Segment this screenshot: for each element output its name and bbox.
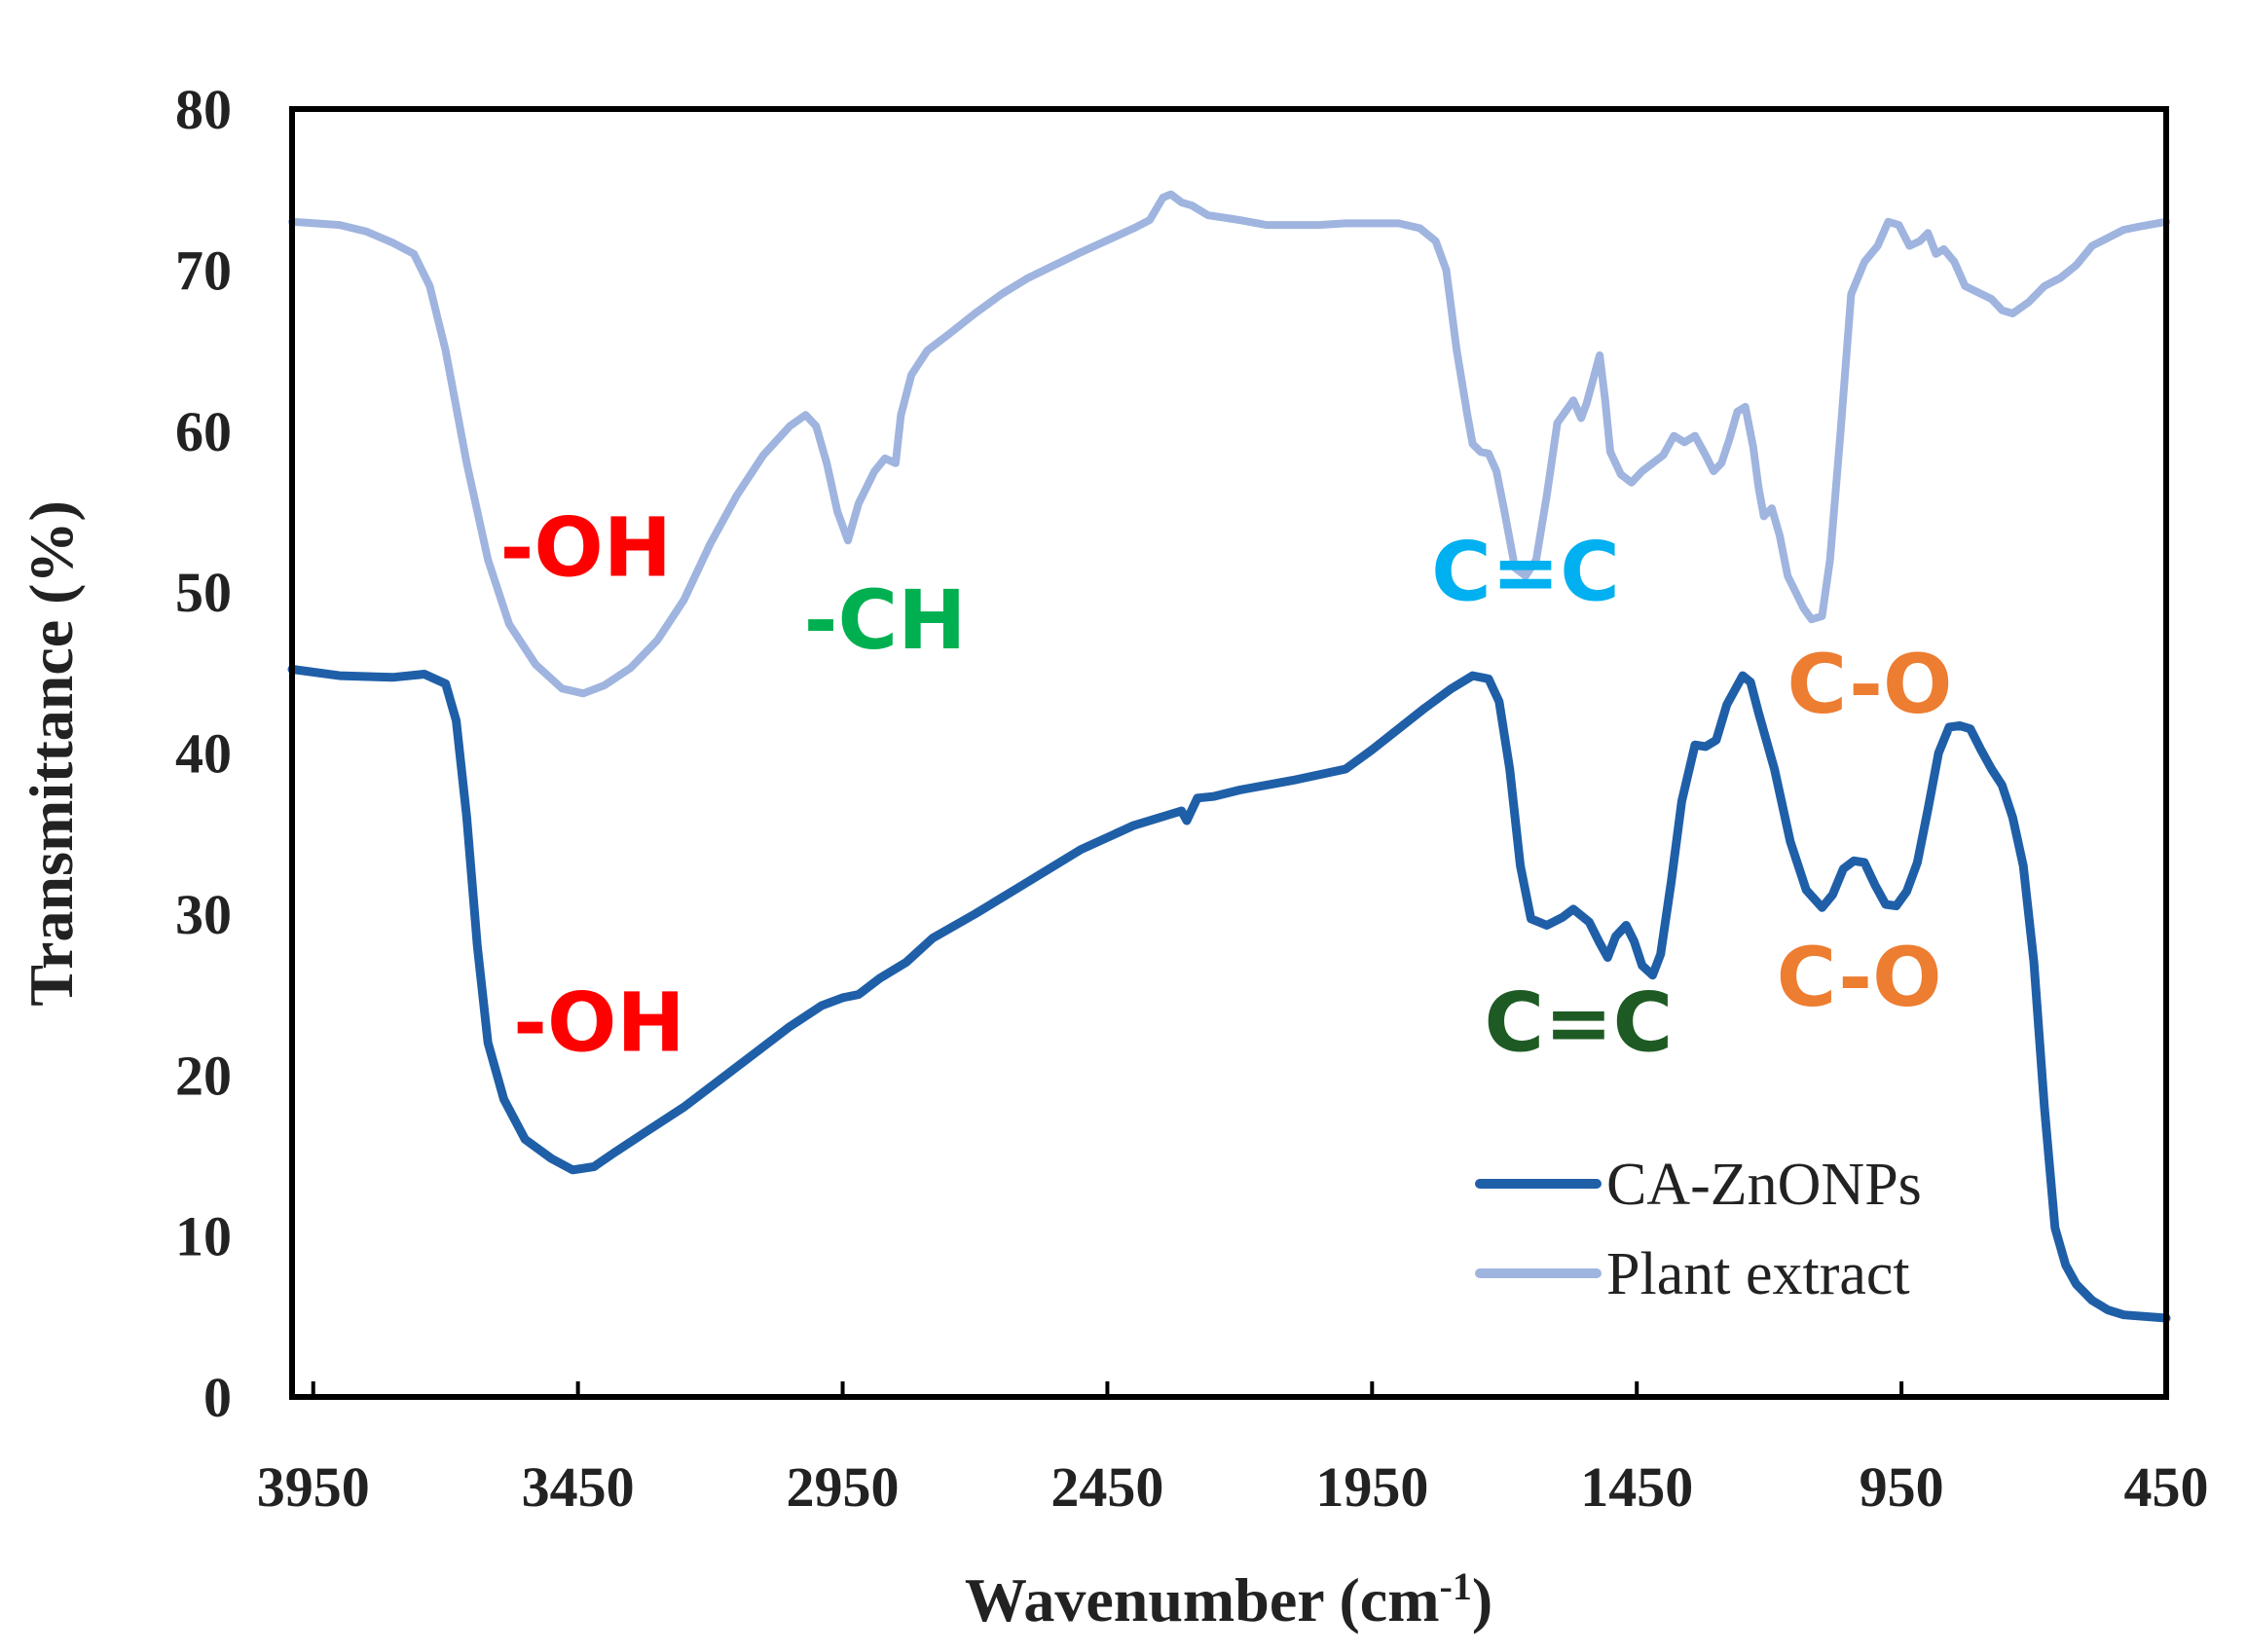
- legend-label-ca-znonps: CA-ZnONPs: [1606, 1152, 1922, 1218]
- x-tick-label-3950: 3950: [257, 1455, 370, 1519]
- x-tick-label-950: 950: [1860, 1455, 1944, 1519]
- annotation-c-o-6: C-O: [1777, 930, 1942, 1025]
- series-line-plant-extract: [288, 190, 2170, 698]
- x-tick-label-2450: 2450: [1050, 1455, 1163, 1519]
- x-axis-title-close: ): [1472, 1565, 1492, 1634]
- series-lines: [287, 190, 2171, 1323]
- x-tick-label-2950: 2950: [787, 1455, 900, 1519]
- annotation-c-c-2: C=C: [1431, 524, 1620, 619]
- y-tick-label-60: 60: [175, 400, 232, 463]
- x-tick-label-450: 450: [2124, 1455, 2209, 1519]
- annotation-oh-4: -OH: [513, 974, 685, 1070]
- y-tick-label-30: 30: [175, 883, 232, 946]
- x-axis-title-main: Wavenumber (cm: [965, 1565, 1440, 1634]
- legend-label-plant-extract: Plant extract: [1606, 1241, 1910, 1307]
- plot-area-frame: [289, 106, 2169, 1400]
- annotation-ch-1: -CH: [804, 572, 967, 668]
- y-tick-labels: 0 10 20 30 40 50 60 70 80: [175, 78, 232, 1429]
- peak-annotations: -OH -CH C=C C-O -OH C=C C-O: [500, 500, 1953, 1071]
- y-tick-label-50: 50: [175, 561, 232, 624]
- annotation-oh-0: -OH: [500, 500, 673, 596]
- x-tick-label-3450: 3450: [522, 1455, 635, 1519]
- annotation-c-c-5: C=C: [1485, 974, 1674, 1070]
- y-tick-label-40: 40: [175, 722, 232, 786]
- annotation-c-o-3: C-O: [1787, 637, 1953, 732]
- x-tick-label-1950: 1950: [1315, 1455, 1428, 1519]
- x-tick-label-1450: 1450: [1580, 1455, 1693, 1519]
- y-tick-label-70: 70: [175, 239, 232, 302]
- legend: CA-ZnONPs Plant extract: [1475, 1152, 1922, 1307]
- y-tick-label-20: 20: [175, 1044, 232, 1107]
- x-axis-title-superscript: -1: [1440, 1564, 1472, 1608]
- y-axis-title: Transmittance (%): [17, 500, 86, 1007]
- x-axis-title: Wavenumber (cm-1): [965, 1564, 1492, 1634]
- y-tick-label-80: 80: [175, 78, 232, 141]
- y-tick-label-10: 10: [175, 1205, 232, 1268]
- y-tick-label-0: 0: [203, 1366, 232, 1429]
- series-line-ca-znonps: [287, 665, 2171, 1323]
- x-tick-labels: 3950 3450 2950 2450 1950 1450 950 450: [257, 1455, 2209, 1519]
